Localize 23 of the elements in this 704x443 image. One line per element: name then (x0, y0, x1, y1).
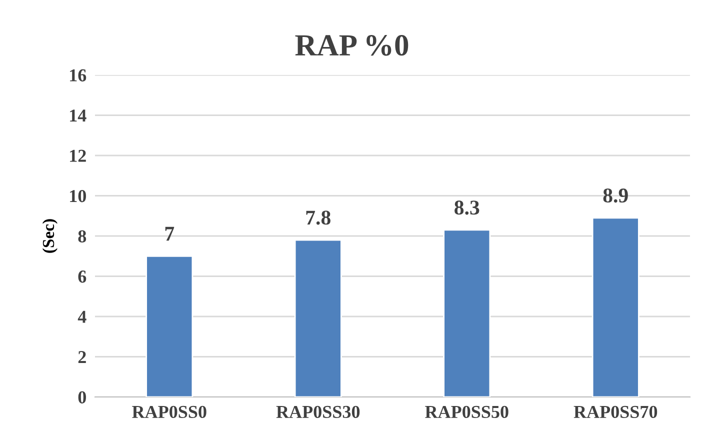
x-tick-label: RAP0SS70 (574, 406, 658, 418)
y-tick-label: 8 (78, 230, 86, 242)
x-tick-label: RAP0SS0 (132, 406, 206, 418)
y-tick-label: 10 (70, 190, 86, 202)
data-label: 8.3 (454, 200, 480, 215)
y-tick-label: 16 (70, 69, 86, 82)
y-tick-label: 4 (78, 310, 86, 323)
data-label: 8.9 (603, 188, 628, 203)
y-tick-label: 0 (78, 391, 86, 404)
bar (146, 255, 194, 397)
y-tick-label: 14 (70, 110, 86, 122)
y-tick-label: 12 (70, 150, 86, 162)
bar (443, 229, 491, 397)
x-tick-label: RAP0SS50 (425, 406, 508, 418)
y-tick-label: 6 (78, 270, 86, 283)
bar (294, 239, 342, 397)
data-label: 7.8 (306, 210, 330, 225)
bar (592, 217, 640, 397)
data-label: 7 (165, 226, 174, 241)
y-axis-title: (Sec) (42, 219, 58, 253)
y-tick-label: 2 (78, 351, 86, 364)
x-tick-label: RAP0SS30 (276, 406, 360, 418)
chart-title: RAP %0 (295, 35, 408, 56)
